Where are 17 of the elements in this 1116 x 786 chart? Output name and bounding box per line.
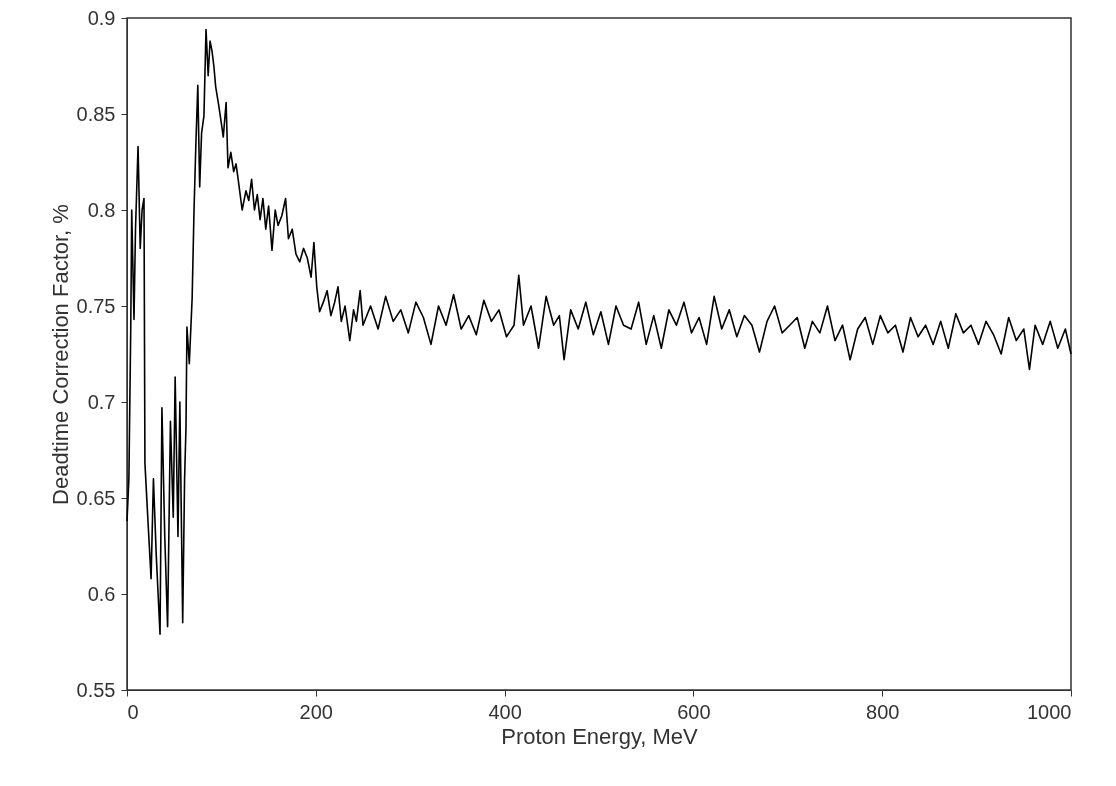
line-series [126,28,1072,636]
y-tick-label: 0.9 [87,6,116,29]
x-tick-label: 400 [488,700,522,723]
y-tick-label: 0.85 [76,102,116,125]
y-tick-label: 0.6 [87,582,116,605]
x-tick-label: 0 [127,700,139,723]
x-tick-label: 800 [866,700,900,723]
x-tick-label: 1000 [1027,700,1072,723]
y-axis-title: Deadtime Correction Factor, % [47,204,73,505]
y-tick-label: 0.55 [76,678,116,701]
x-tick-label: 200 [299,700,333,723]
y-tick-label: 0.75 [76,294,116,317]
y-tick-label: 0.65 [76,486,116,509]
x-tick-label: 600 [677,700,711,723]
x-axis-title: Proton Energy, MeV [501,723,699,749]
y-tick-label: 0.8 [87,198,116,221]
y-tick-label: 0.7 [87,390,116,413]
